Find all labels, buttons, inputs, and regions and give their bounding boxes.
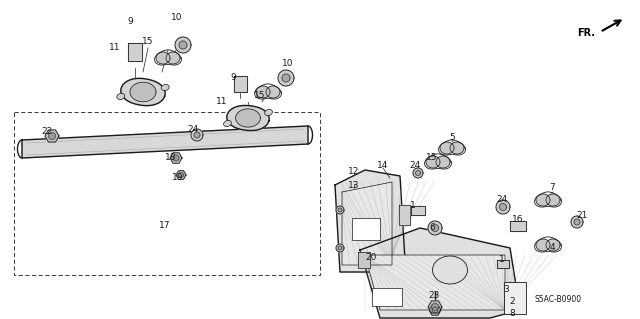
Polygon shape [415, 170, 420, 175]
Text: 15: 15 [254, 92, 266, 100]
Bar [504, 282, 526, 314]
Polygon shape [431, 225, 438, 232]
Polygon shape [179, 41, 187, 49]
Polygon shape [336, 244, 344, 252]
Bar [372, 288, 402, 306]
Text: 24: 24 [188, 125, 198, 135]
Text: 1: 1 [499, 256, 505, 264]
Polygon shape [45, 130, 59, 142]
Ellipse shape [433, 256, 467, 284]
Polygon shape [536, 239, 550, 251]
Polygon shape [121, 78, 165, 106]
Polygon shape [497, 260, 509, 268]
Polygon shape [432, 307, 438, 313]
Polygon shape [266, 86, 280, 98]
Text: 24: 24 [497, 196, 508, 204]
Bar [352, 218, 380, 240]
Polygon shape [429, 305, 441, 315]
Polygon shape [22, 126, 308, 158]
Polygon shape [335, 170, 405, 272]
Polygon shape [128, 43, 142, 61]
Text: 9: 9 [230, 73, 236, 83]
Text: 11: 11 [109, 43, 121, 53]
Text: 18: 18 [165, 153, 177, 162]
Polygon shape [49, 132, 56, 139]
Polygon shape [173, 155, 179, 161]
Polygon shape [358, 252, 370, 268]
Ellipse shape [264, 109, 273, 115]
Polygon shape [227, 106, 269, 130]
Text: 8: 8 [509, 308, 515, 317]
Text: 6: 6 [429, 224, 435, 233]
Text: FR.: FR. [577, 28, 595, 38]
Polygon shape [360, 228, 520, 318]
Text: 2: 2 [509, 298, 515, 307]
Polygon shape [170, 153, 182, 163]
Polygon shape [450, 142, 464, 154]
Polygon shape [428, 221, 442, 235]
Polygon shape [176, 171, 186, 179]
Polygon shape [426, 156, 440, 168]
Text: 10: 10 [282, 60, 294, 69]
Text: 22: 22 [42, 128, 52, 137]
Text: 1: 1 [410, 201, 416, 210]
Polygon shape [256, 86, 270, 98]
Text: 19: 19 [172, 174, 184, 182]
Text: 17: 17 [159, 220, 171, 229]
Polygon shape [338, 246, 342, 250]
Polygon shape [194, 132, 200, 138]
Text: 20: 20 [365, 253, 377, 262]
Text: 16: 16 [512, 216, 524, 225]
Polygon shape [499, 204, 506, 211]
Polygon shape [236, 109, 260, 127]
Polygon shape [278, 70, 294, 86]
Ellipse shape [117, 93, 125, 100]
Text: 9: 9 [127, 18, 133, 26]
Text: 12: 12 [348, 167, 360, 176]
Text: S5AC-B0900: S5AC-B0900 [534, 294, 582, 303]
Polygon shape [436, 156, 450, 168]
Text: 4: 4 [549, 243, 555, 253]
Polygon shape [574, 219, 580, 225]
Text: 10: 10 [172, 13, 183, 23]
Polygon shape [510, 221, 526, 231]
Polygon shape [365, 255, 505, 310]
Polygon shape [234, 76, 246, 92]
Text: 24: 24 [410, 161, 420, 170]
Polygon shape [282, 74, 290, 82]
Polygon shape [431, 303, 438, 310]
Polygon shape [130, 82, 156, 102]
Polygon shape [338, 208, 342, 212]
Polygon shape [428, 301, 442, 313]
Text: 14: 14 [378, 161, 388, 170]
Text: 15: 15 [426, 153, 438, 162]
Polygon shape [496, 200, 510, 214]
Polygon shape [166, 52, 180, 64]
Text: 13: 13 [348, 181, 360, 189]
Polygon shape [342, 182, 392, 265]
Polygon shape [175, 37, 191, 53]
Polygon shape [413, 168, 423, 178]
Text: 7: 7 [549, 183, 555, 192]
Text: 3: 3 [503, 286, 509, 294]
Polygon shape [411, 205, 425, 214]
Polygon shape [336, 206, 344, 214]
Polygon shape [546, 239, 560, 251]
Polygon shape [536, 194, 550, 206]
Polygon shape [179, 173, 184, 177]
Polygon shape [440, 142, 454, 154]
Polygon shape [191, 129, 203, 141]
Ellipse shape [161, 85, 169, 91]
Text: 15: 15 [142, 38, 154, 47]
Polygon shape [571, 216, 583, 228]
Polygon shape [546, 194, 560, 206]
Text: 21: 21 [576, 211, 588, 219]
Ellipse shape [223, 120, 232, 127]
Text: 23: 23 [428, 291, 440, 300]
Polygon shape [156, 52, 170, 64]
Text: 5: 5 [449, 133, 455, 143]
Text: 11: 11 [216, 98, 228, 107]
Polygon shape [399, 205, 410, 225]
